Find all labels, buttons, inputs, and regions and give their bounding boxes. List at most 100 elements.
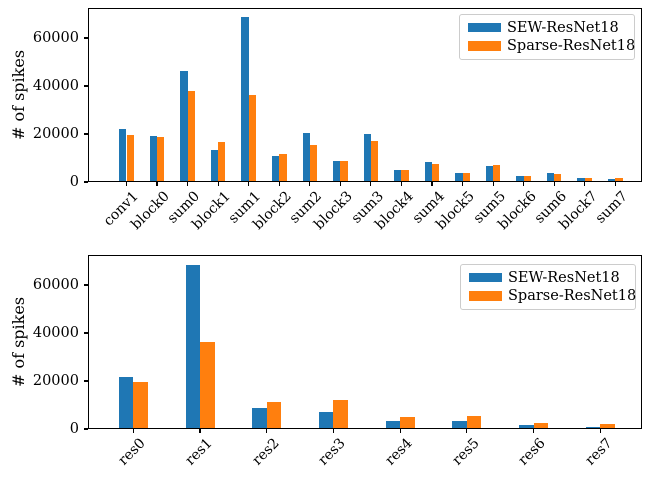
x-tick-mark (309, 182, 311, 186)
y-tick-mark (83, 85, 88, 87)
y-tick-mark (83, 37, 88, 39)
y-tick-label: 40000 (32, 325, 79, 341)
bar-sew-resnet18 (455, 173, 463, 181)
legend-patch-sparse (469, 291, 502, 301)
bar-sparse-resnet18 (333, 399, 348, 428)
y-axis-label: # of spikes (9, 49, 28, 141)
bar-sparse-resnet18 (126, 135, 134, 181)
y-tick-label: 0 (69, 421, 79, 437)
bar-sew-resnet18 (210, 149, 219, 181)
y-tick-label: 20000 (32, 126, 79, 142)
bar-sparse-resnet18 (523, 175, 531, 181)
bar-sparse-resnet18 (340, 160, 348, 181)
x-tick-mark (492, 182, 494, 186)
y-tick-mark (83, 284, 88, 286)
bar-sparse-resnet18 (554, 174, 562, 181)
x-tick-mark (599, 429, 601, 433)
x-tick-mark (399, 429, 401, 433)
x-tick-mark (339, 182, 341, 186)
x-tick-label: res5 (449, 435, 483, 469)
y-tick-mark (83, 332, 88, 334)
bar-sparse-resnet18 (533, 423, 548, 428)
x-tick-mark (584, 182, 586, 186)
bar-sew-resnet18 (318, 411, 334, 428)
y-tick-label: 60000 (32, 30, 79, 46)
bar-sew-resnet18 (577, 177, 585, 181)
bar-sew-resnet18 (149, 136, 158, 181)
x-tick-mark (199, 429, 201, 433)
bar-sew-resnet18 (485, 165, 494, 181)
legend-patch-sew (469, 272, 502, 283)
x-tick-label: res6 (515, 435, 550, 469)
bar-sew-resnet18 (585, 426, 601, 428)
bar-sparse-resnet18 (248, 94, 256, 181)
x-tick-mark (248, 182, 250, 186)
x-tick-mark (156, 182, 158, 186)
bar-sparse-resnet18 (200, 341, 215, 428)
x-tick-mark (266, 429, 268, 433)
bar-sparse-resnet18 (187, 90, 195, 181)
x-tick-mark (332, 429, 334, 433)
legend-label: SEW-ResNet18 (507, 19, 619, 36)
y-tick-label: 40000 (32, 78, 79, 94)
x-tick-label: sum7 (592, 188, 631, 227)
x-tick-mark (125, 182, 128, 186)
y-tick-mark (83, 133, 88, 135)
legend-patch-sew (468, 22, 501, 33)
legend (460, 264, 636, 310)
bar-sparse-resnet18 (432, 164, 440, 181)
bar-sparse-resnet18 (370, 141, 379, 181)
x-tick-mark (523, 182, 525, 186)
legend-label: Sparse-ResNet18 (508, 288, 637, 304)
y-tick-label: 60000 (32, 277, 79, 293)
bar-sew-resnet18 (252, 408, 267, 428)
x-tick-mark (431, 182, 433, 186)
bar-sew-resnet18 (519, 425, 534, 428)
x-tick-label: res3 (315, 435, 350, 469)
bar-sparse-resnet18 (133, 382, 148, 428)
bar-sparse-resnet18 (615, 177, 623, 181)
y-tick-label: 0 (69, 174, 79, 190)
x-tick-mark (187, 182, 189, 186)
bar-sew-resnet18 (452, 420, 467, 428)
bar-sew-resnet18 (180, 70, 188, 181)
legend-patch-sparse (468, 41, 501, 51)
y-tick-mark (83, 380, 88, 382)
bar-sparse-resnet18 (401, 170, 409, 181)
x-tick-mark (466, 429, 468, 433)
bar-sew-resnet18 (119, 129, 127, 181)
y-tick-mark (83, 428, 88, 430)
bar-sew-resnet18 (333, 161, 341, 181)
x-tick-label: res2 (249, 435, 283, 469)
x-tick-label: res0 (115, 435, 149, 469)
x-tick-mark (278, 182, 280, 186)
bar-sparse-resnet18 (584, 177, 593, 181)
bar-sparse-resnet18 (279, 154, 287, 181)
x-tick-mark (132, 429, 134, 433)
legend (459, 14, 635, 60)
bar-sew-resnet18 (271, 155, 280, 181)
legend-label: SEW-ResNet18 (508, 269, 620, 286)
y-axis-label: # of spikes (9, 296, 28, 388)
bar-sparse-resnet18 (462, 173, 470, 181)
y-tick-label: 20000 (32, 373, 79, 389)
bar-sparse-resnet18 (493, 165, 501, 181)
x-tick-mark (461, 182, 464, 186)
bar-sparse-resnet18 (466, 415, 482, 428)
x-tick-label: res1 (182, 435, 216, 469)
y-tick-mark (83, 181, 88, 183)
bar-sparse-resnet18 (309, 144, 318, 181)
x-tick-mark (614, 182, 616, 186)
bar-sew-resnet18 (241, 17, 249, 181)
bar-sew-resnet18 (516, 176, 524, 181)
x-tick-mark (217, 182, 219, 186)
bar-sparse-resnet18 (400, 416, 415, 428)
x-tick-mark (553, 182, 555, 186)
bar-sew-resnet18 (394, 169, 402, 181)
x-tick-label: res7 (582, 435, 616, 469)
bar-sparse-resnet18 (266, 401, 282, 428)
bar-sew-resnet18 (185, 264, 200, 428)
bar-sew-resnet18 (546, 172, 555, 181)
bar-sew-resnet18 (118, 376, 134, 428)
